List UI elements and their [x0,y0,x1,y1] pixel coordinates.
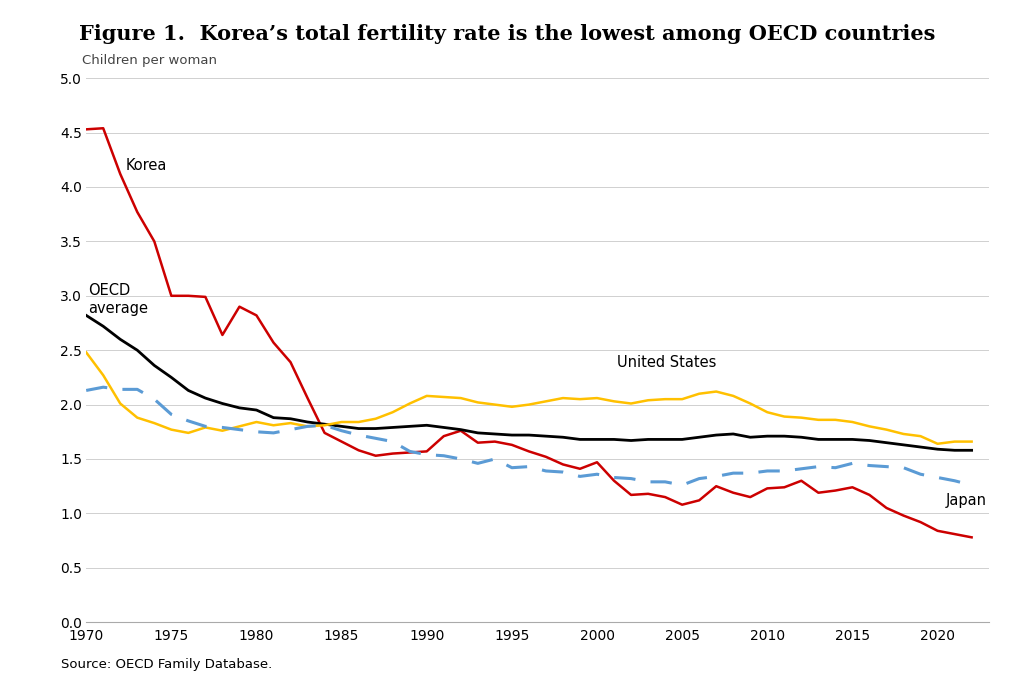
Text: Source: OECD Family Database.: Source: OECD Family Database. [61,658,272,671]
Text: Children per woman: Children per woman [82,54,217,67]
Text: Korea: Korea [126,158,166,173]
Text: Japan: Japan [946,493,987,508]
Text: Figure 1.  Korea’s total fertility rate is the lowest among OECD countries: Figure 1. Korea’s total fertility rate i… [79,24,935,44]
Text: United States: United States [618,355,717,370]
Text: OECD
average: OECD average [88,283,148,316]
